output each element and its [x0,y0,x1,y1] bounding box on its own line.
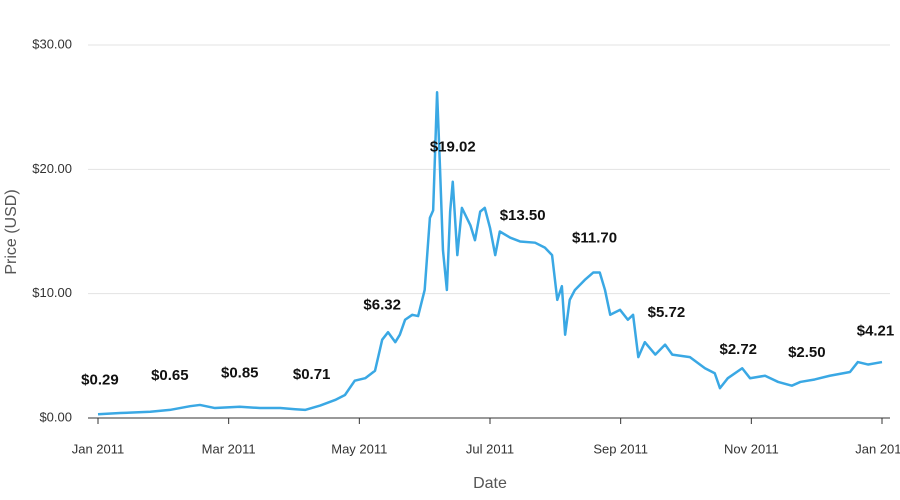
y-tick-label: $10.00 [32,285,72,300]
data-label: $4.21 [857,323,895,340]
x-tick-label: Jan 2011 [72,441,125,456]
data-label: $0.85 [221,364,259,381]
x-axis-title: Date [473,475,507,492]
data-label: $13.50 [500,207,546,224]
x-tick-label: Nov 2011 [724,441,779,456]
y-axis-title: Price (USD) [3,189,20,274]
y-tick-label: $0.00 [39,409,72,424]
data-label: $19.02 [430,138,476,155]
data-label: $2.72 [719,341,757,358]
y-tick-label: $30.00 [32,36,72,51]
data-label: $11.70 [572,229,617,246]
x-tick-label: Mar 2011 [202,441,256,456]
x-tick-label: May 2011 [331,441,387,456]
data-label: $6.32 [363,296,401,313]
x-tick-label: Sep 2011 [593,441,648,456]
data-label: $0.71 [293,366,331,383]
data-label: $0.29 [81,371,119,388]
price-line [97,91,883,416]
data-label: $2.50 [788,344,826,361]
x-tick-label: Jan 2012 [855,441,900,456]
x-tick-label: Jul 2011 [466,441,514,456]
data-label: $0.65 [151,367,189,384]
y-tick-label: $20.00 [32,161,72,176]
data-label: $5.72 [648,304,686,321]
